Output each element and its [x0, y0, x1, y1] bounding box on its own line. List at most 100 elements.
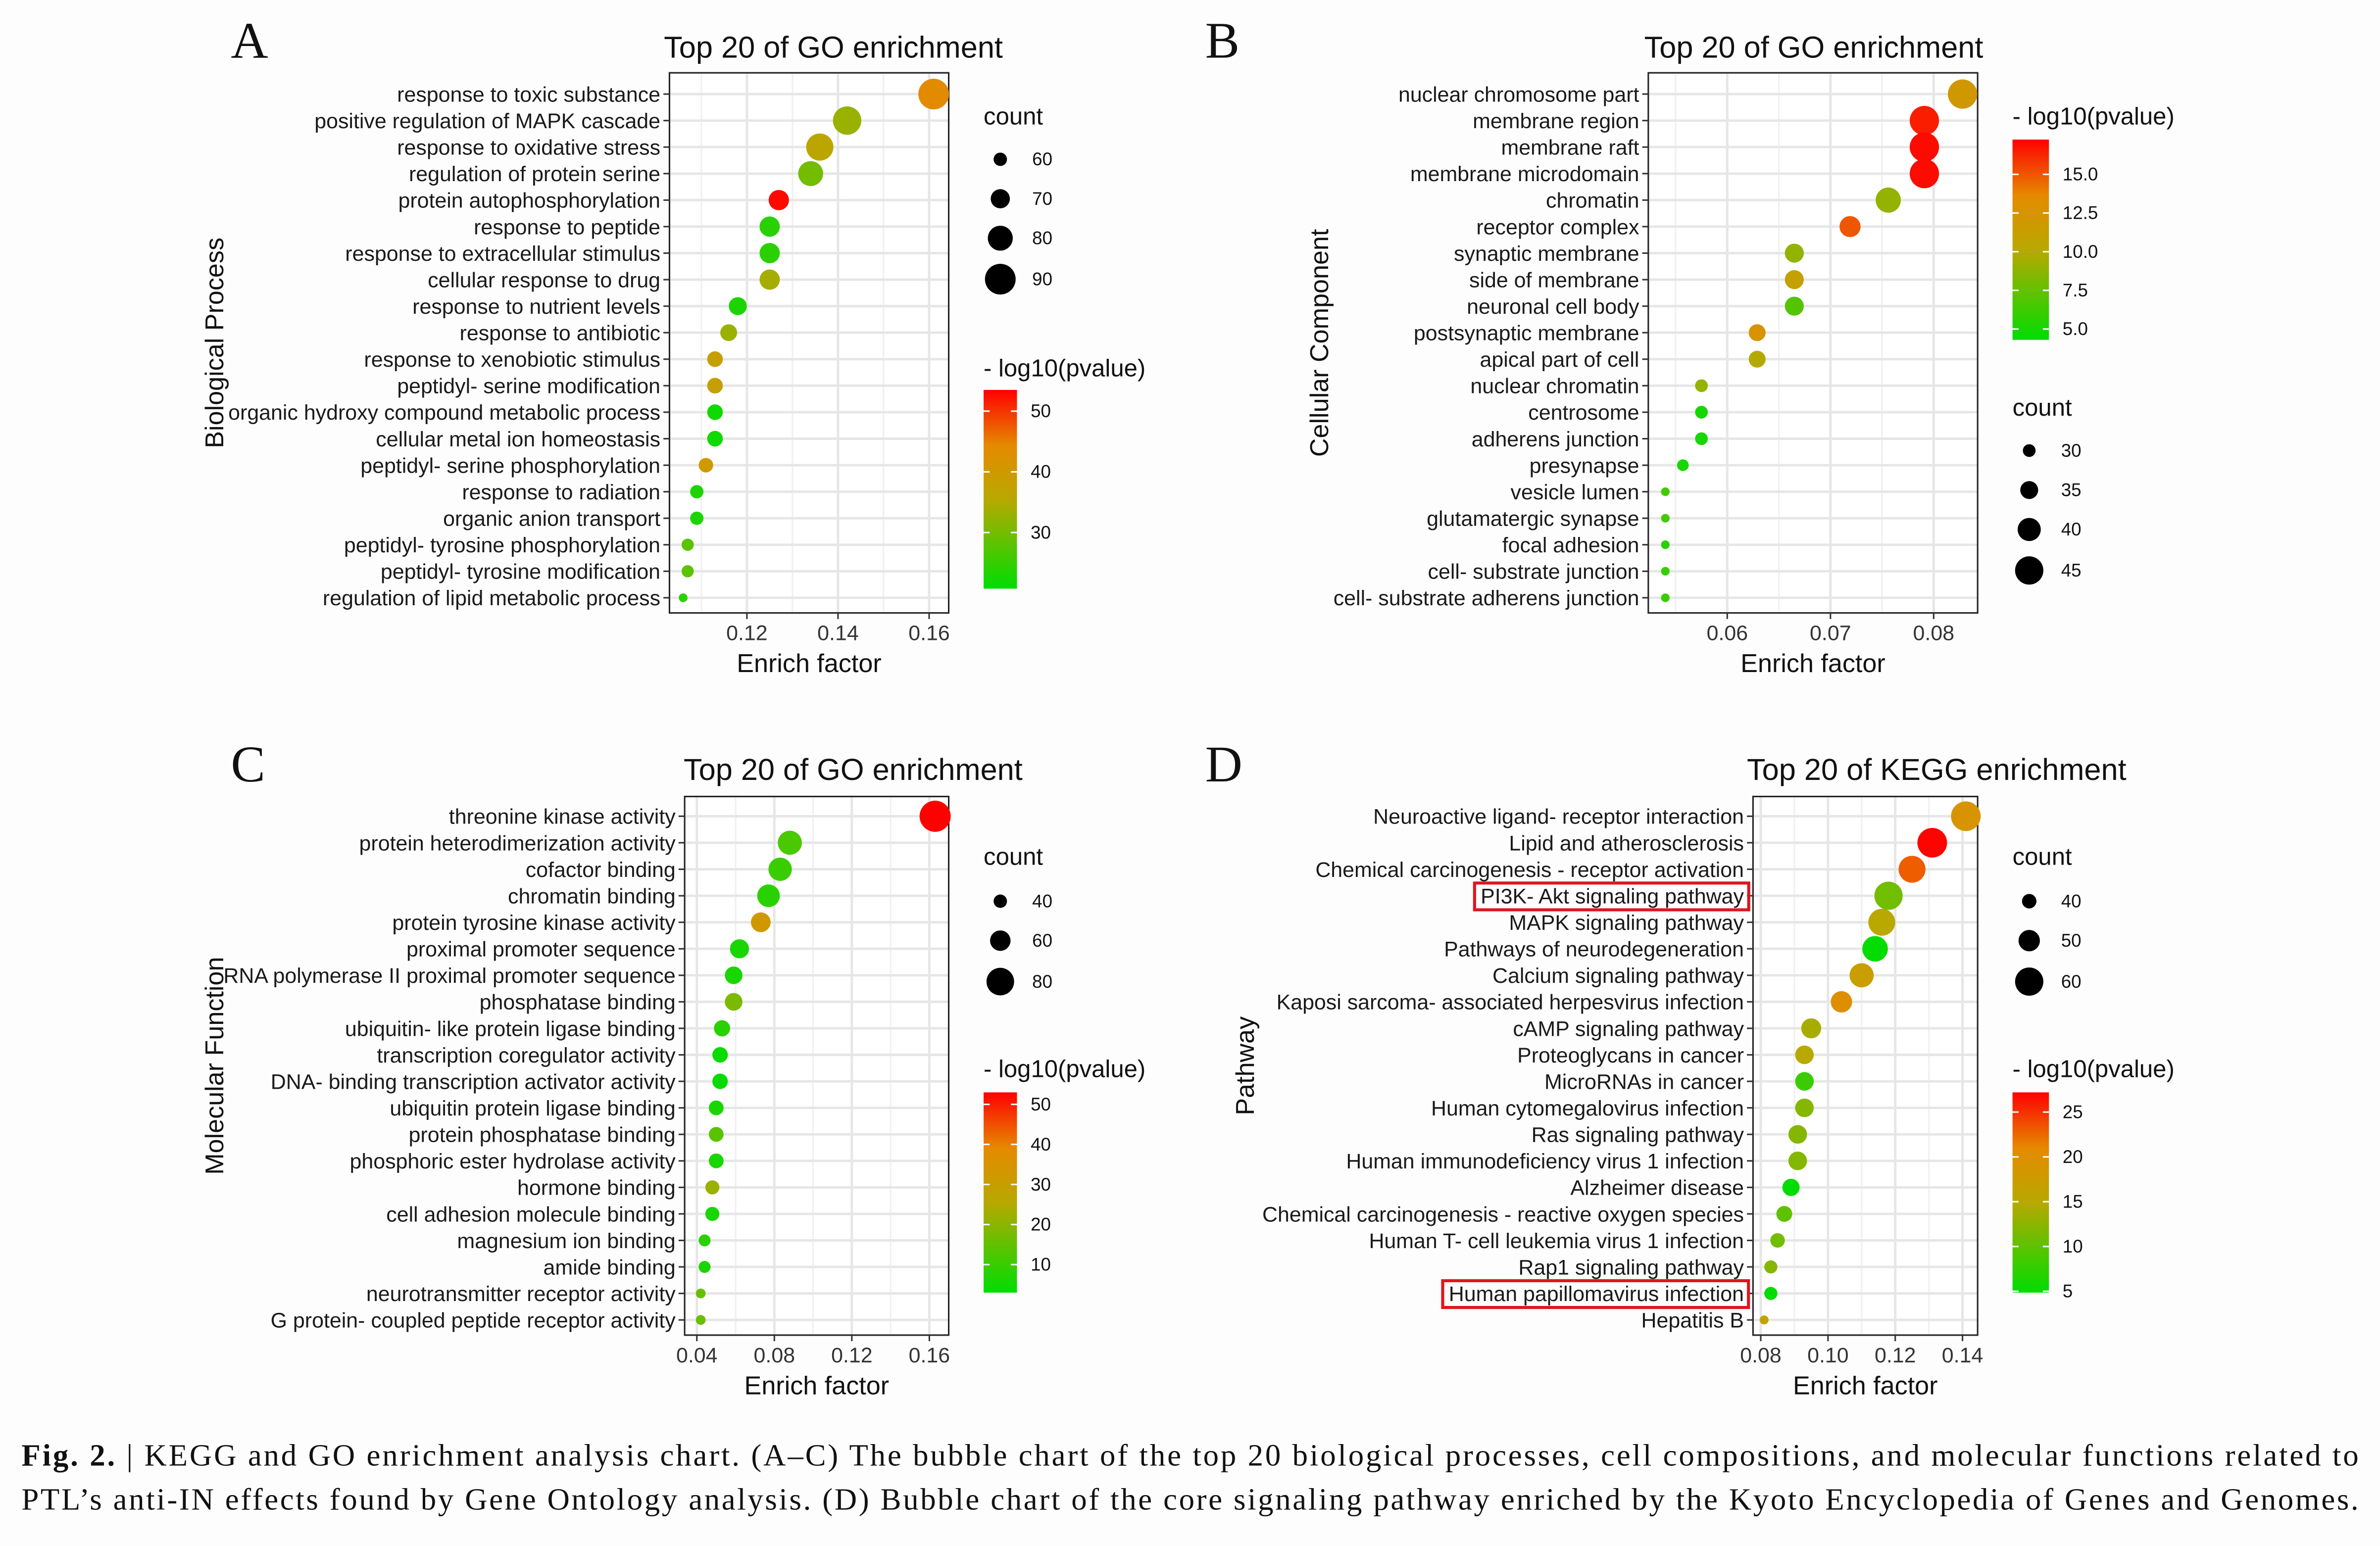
category-label: positive regulation of MAPK cascade: [314, 109, 660, 133]
category-label: hormone binding: [517, 1176, 676, 1200]
category-label: neurotransmitter receptor activity: [366, 1282, 676, 1306]
chart-title: Top 20 of GO enrichment: [1644, 30, 1983, 64]
category-label: Human papillomavirus infection: [1449, 1282, 1744, 1306]
colorbar-label: 40: [1031, 462, 1051, 482]
plot-background: [685, 796, 949, 1335]
category-label: cAMP signaling pathway: [1513, 1017, 1744, 1041]
count-legend-label: 30: [2061, 440, 2082, 461]
colorbar-label: 15: [2063, 1192, 2083, 1212]
count-legend-label: 40: [2061, 519, 2082, 539]
category-label: nuclear chromosome part: [1398, 83, 1639, 106]
bubble: [1788, 1151, 1807, 1170]
x-tick-label: 0.08: [1913, 622, 1955, 645]
count-legend-label: 70: [1032, 189, 1052, 209]
category-label: apical part of cell: [1480, 348, 1639, 372]
count-legend-key: [2020, 481, 2038, 499]
category-label: neuronal cell body: [1467, 295, 1639, 319]
bubble: [778, 830, 802, 855]
x-tick-label: 0.14: [817, 622, 859, 645]
y-axis-label: Pathway: [1231, 1016, 1260, 1115]
bubble: [1909, 159, 1939, 189]
category-label: Neuroactive ligand- receptor interaction: [1373, 805, 1744, 829]
count-legend-title: count: [2013, 394, 2072, 421]
category-label: amide binding: [544, 1256, 676, 1279]
colorbar-label: 10: [2063, 1236, 2083, 1256]
category-label: response to nutrient levels: [412, 295, 660, 319]
category-label: protein autophosphorylation: [398, 189, 660, 213]
y-axis-label: Biological Process: [200, 238, 229, 448]
highlight-box: [1473, 881, 1750, 912]
caption-label: Fig. 2.: [21, 1438, 115, 1473]
category-label: response to peptide: [474, 215, 660, 239]
count-legend-key: [988, 226, 1013, 251]
category-label: ubiquitin protein ligase binding: [390, 1097, 675, 1120]
category-label: proximal promoter sequence: [406, 938, 676, 962]
bubble: [725, 993, 743, 1011]
chart-title: Top 20 of GO enrichment: [664, 30, 1003, 64]
bubble: [1876, 187, 1901, 213]
bubble: [1795, 1098, 1814, 1117]
bubble: [681, 565, 694, 578]
count-legend-key: [2015, 967, 2043, 996]
caption-line-1: Fig. 2. | KEGG and GO enrichment analysi…: [21, 1438, 2358, 1473]
category-label: response to toxic substance: [397, 83, 660, 106]
count-legend-key: [993, 152, 1007, 166]
bubble: [729, 297, 747, 315]
bubble: [1782, 1178, 1800, 1196]
category-label: membrane microdomain: [1410, 162, 1639, 186]
bubble: [708, 1127, 724, 1142]
bubble: [1748, 350, 1766, 368]
count-legend-key: [986, 967, 1014, 996]
category-label: cell adhesion molecule binding: [386, 1203, 675, 1226]
category-label: response to extracellular stimulus: [345, 242, 660, 266]
category-label: protein phosphatase binding: [409, 1123, 676, 1147]
bubble: [1759, 1315, 1769, 1325]
bubble: [1948, 79, 1978, 109]
bubble: [1801, 1018, 1822, 1039]
pvalue-legend-title: - log10(pvalue): [984, 355, 1145, 382]
category-label: Lipid and atherosclerosis: [1509, 831, 1744, 855]
category-label: Hepatitis B: [1641, 1309, 1744, 1333]
count-legend-key: [993, 894, 1007, 908]
bubble: [1788, 1125, 1807, 1144]
category-label: synaptic membrane: [1454, 242, 1639, 266]
count-legend-label: 35: [2061, 480, 2082, 500]
category-label: MicroRNAs in cancer: [1544, 1070, 1744, 1094]
panel-letter: C: [231, 735, 265, 793]
panel-letter: D: [1205, 735, 1242, 793]
bubble: [1874, 881, 1903, 910]
category-label: Chemical carcinogenesis - receptor activ…: [1315, 858, 1744, 882]
pvalue-colorbar: [984, 1092, 1017, 1293]
colorbar-label: 5: [2063, 1281, 2073, 1302]
category-label: peptidyl- tyrosine phosphorylation: [344, 533, 660, 557]
x-tick-label: 0.16: [909, 1344, 950, 1367]
bubble: [1898, 856, 1926, 883]
count-legend-key: [2023, 444, 2036, 457]
pvalue-legend-title: - log10(pvalue): [2013, 1056, 2175, 1083]
category-label: MAPK signaling pathway: [1509, 911, 1744, 935]
bubble: [690, 511, 704, 525]
bubble: [1917, 827, 1947, 858]
plot-border: [1647, 72, 1979, 614]
category-label: cell- substrate adherens junction: [1334, 586, 1639, 610]
category-label: response to antibiotic: [460, 322, 660, 345]
category-label: Calcium signaling pathway: [1492, 964, 1744, 988]
bubble: [759, 269, 780, 290]
bubble: [1695, 406, 1708, 419]
bubble: [679, 593, 688, 602]
colorbar-label: 10: [1031, 1255, 1051, 1275]
bubble: [1661, 487, 1670, 496]
bubble: [1748, 324, 1766, 341]
category-label: cellular metal ion homeostasis: [376, 428, 660, 451]
count-legend-label: 40: [1032, 891, 1052, 911]
count-legend-label: 80: [1032, 971, 1052, 992]
bubble: [1661, 593, 1670, 602]
x-tick-label: 0.07: [1810, 622, 1851, 645]
count-legend-title: count: [984, 843, 1043, 870]
count-legend-key: [2018, 518, 2041, 541]
pvalue-colorbar: [2012, 1092, 2049, 1293]
bubble: [707, 378, 723, 394]
colorbar-label: 20: [2063, 1147, 2083, 1167]
bubble: [1831, 991, 1852, 1013]
bubble: [708, 1100, 724, 1115]
